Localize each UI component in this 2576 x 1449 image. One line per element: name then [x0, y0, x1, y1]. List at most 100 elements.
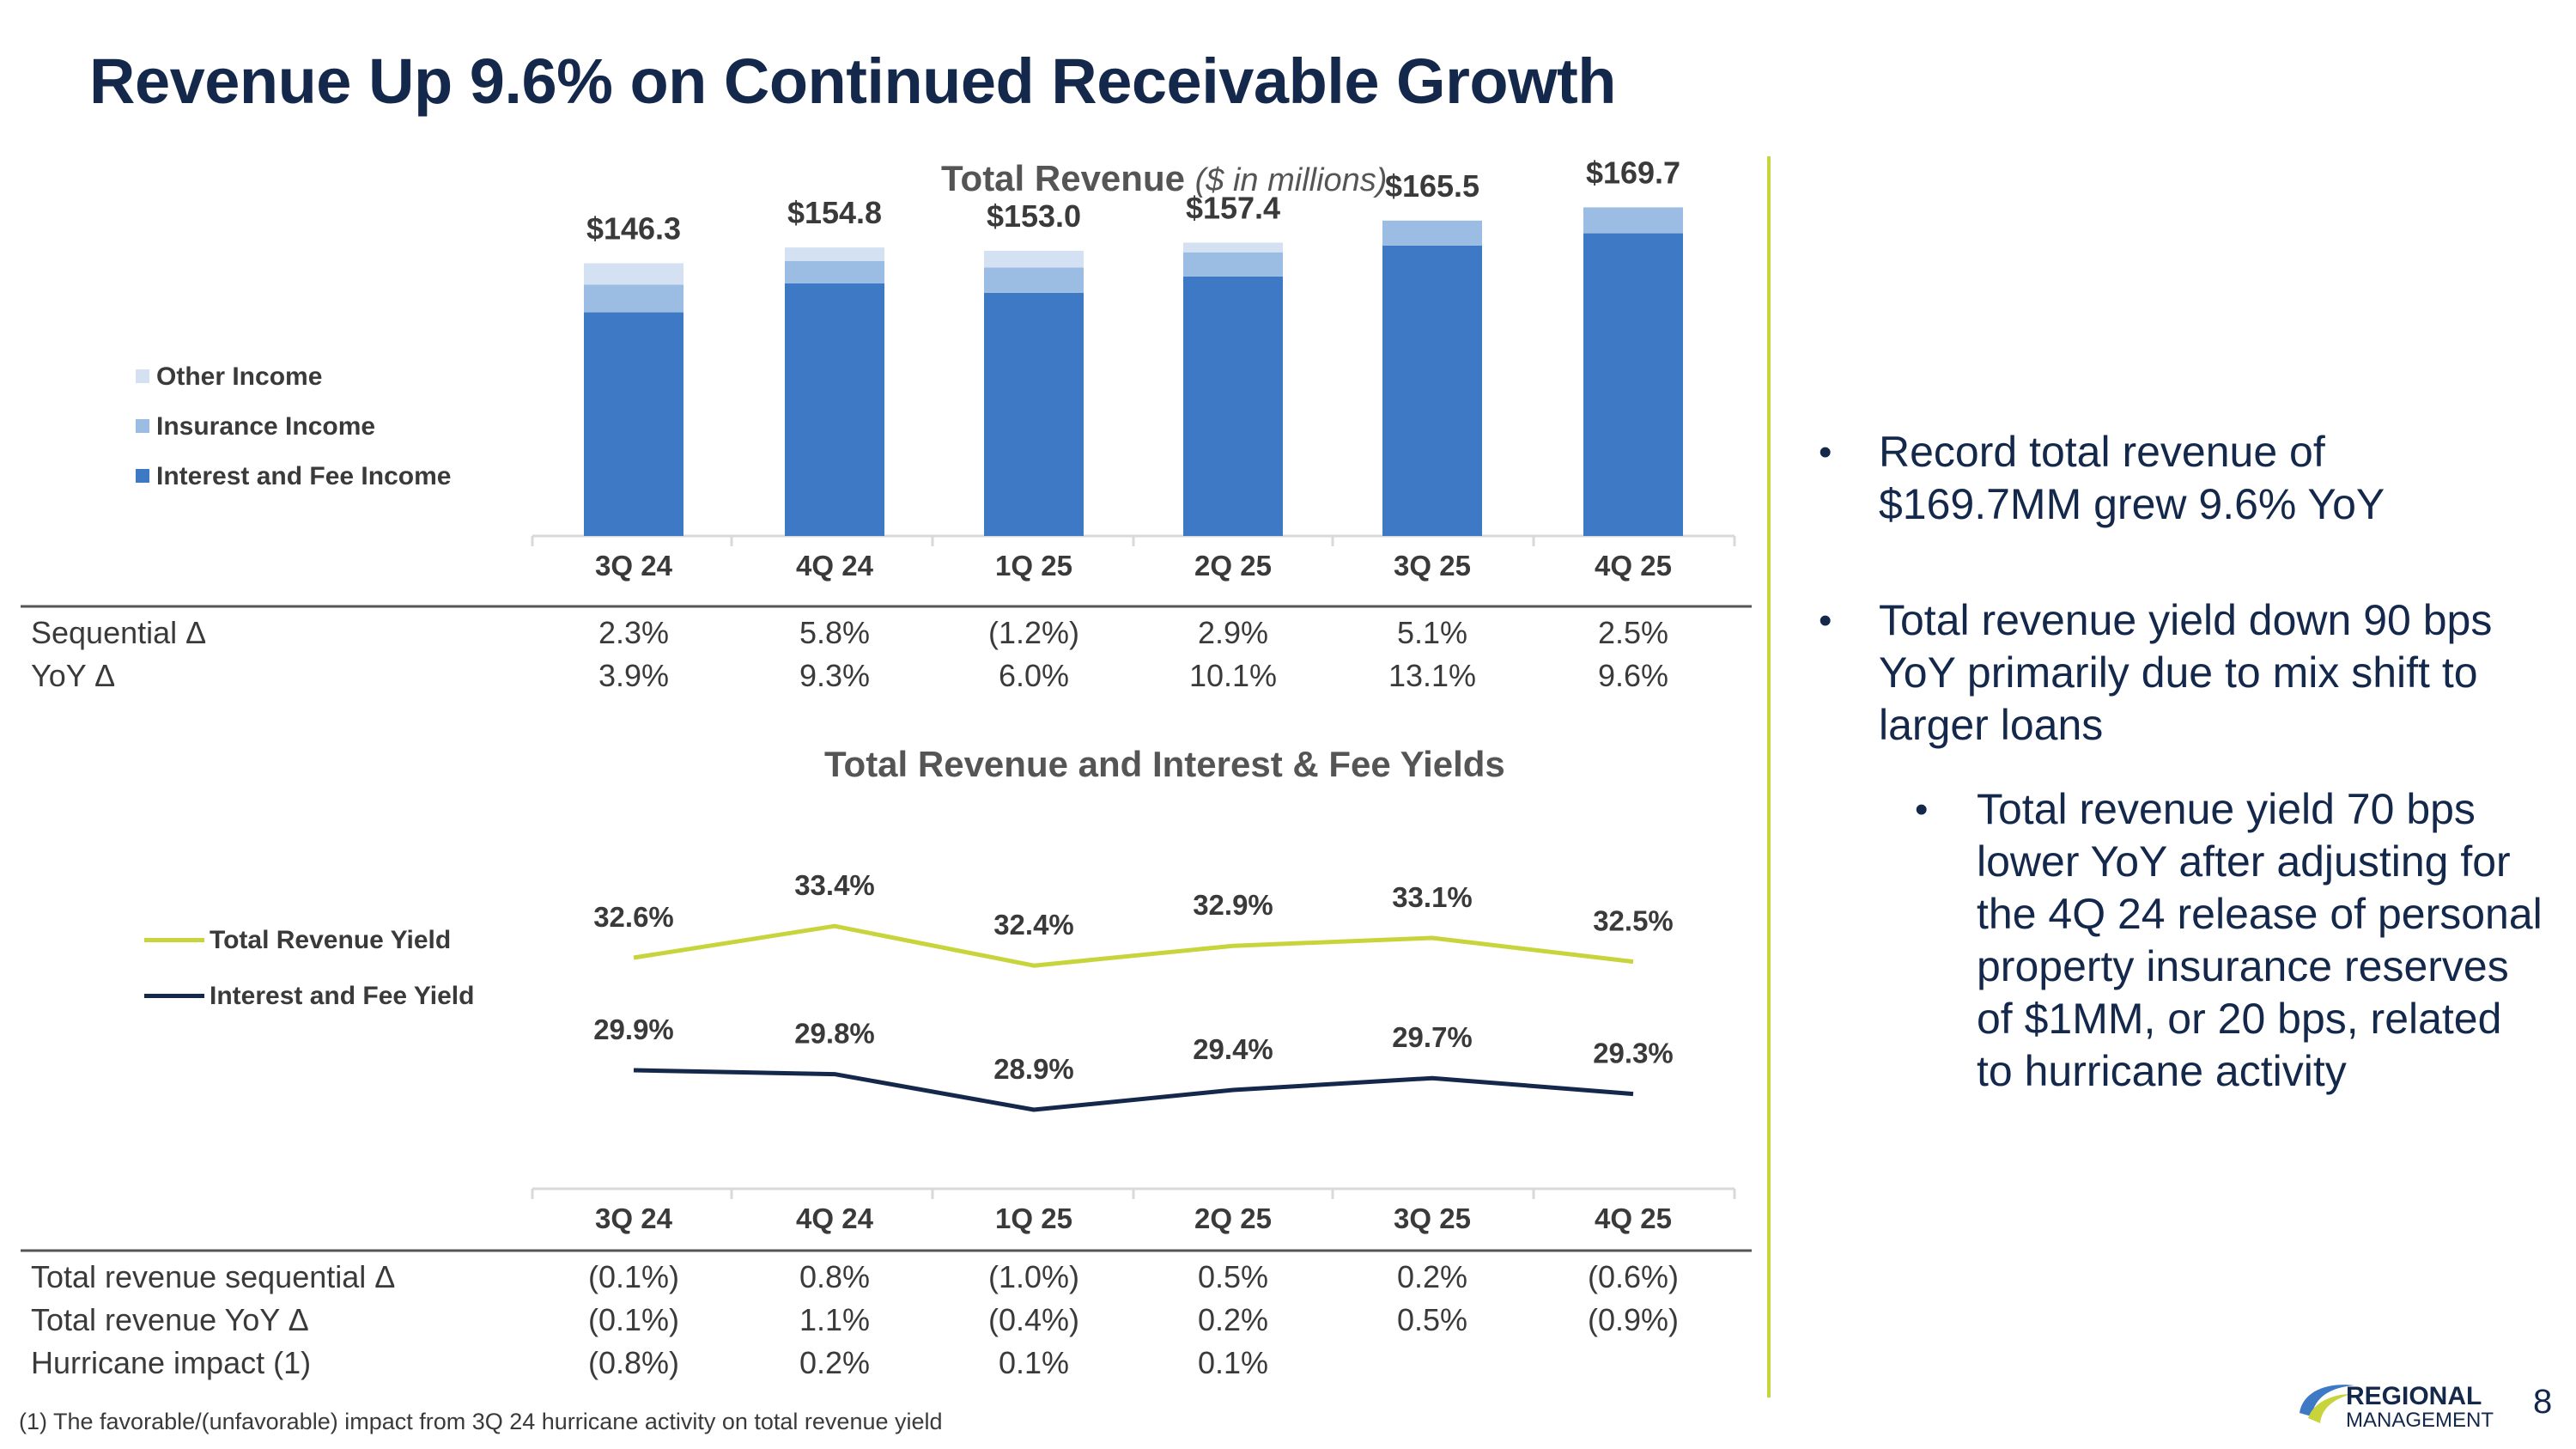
total-yield-label: 33.4%: [794, 869, 875, 901]
legend-insurance-income: Insurance Income: [136, 412, 375, 441]
bar-segment-interest: [1583, 233, 1683, 536]
sub-bullet-text: Total revenue yield 70 bps lower YoY aft…: [1977, 785, 2543, 1095]
revenue-chart-category-label: 4Q 25: [1595, 550, 1672, 581]
legend-swatch-interest: [136, 469, 149, 484]
logo-line2: MANAGEMENT: [2346, 1409, 2494, 1430]
footnote: (1) The favorable/(unfavorable) impact f…: [19, 1409, 943, 1434]
bar-total-label: $154.8: [787, 195, 882, 230]
legend-label-interest: Interest and Fee Income: [156, 462, 452, 490]
yield-chart-category-label: 3Q 24: [595, 1202, 673, 1234]
table1-cell: (1.2%): [987, 615, 1080, 650]
bullet-dot: •: [1819, 431, 1832, 473]
bar-segment-insurance: [584, 284, 683, 313]
sub-bullet-item: • Total revenue yield 70 bps lower YoY a…: [1915, 783, 2543, 1098]
interest-yield-label: 29.3%: [1593, 1038, 1674, 1069]
table1-row-label: YoY Δ: [31, 658, 116, 693]
legend-interest-income: Interest and Fee Income: [136, 462, 451, 491]
table1-cell: 13.1%: [1388, 658, 1477, 693]
interest-yield-label: 29.4%: [1193, 1033, 1273, 1065]
table1-row-label: Sequential Δ: [31, 615, 207, 650]
revenue-chart-subtitle: ($ in millions): [1194, 162, 1388, 198]
table1-cell: 2.9%: [1197, 615, 1269, 650]
bar-total-label: $153.0: [987, 198, 1081, 234]
table2-cell: (0.8%): [587, 1345, 680, 1380]
bar-segment-insurance: [1382, 220, 1482, 246]
legend-swatch-other: [136, 369, 149, 384]
table2-cell: 0.5%: [1197, 1259, 1269, 1294]
revenue-chart-category-label: 3Q 25: [1394, 550, 1471, 581]
yield-chart-category-label: 1Q 25: [995, 1202, 1072, 1234]
yield-chart-category-label: 4Q 24: [796, 1202, 874, 1234]
legend-label-interest-yield: Interest and Fee Yield: [210, 982, 475, 1010]
legend-interest-fee-yield: Interest and Fee Yield: [144, 982, 474, 1011]
revenue-chart-title: Total Revenue ($ in millions): [941, 158, 1387, 199]
logo-line1: REGIONAL: [2346, 1382, 2482, 1410]
revenue-chart-category-label: 4Q 24: [796, 550, 874, 581]
legend-line-total-yield: [144, 937, 204, 942]
bullet-text: Total revenue yield down 90 bps YoY prim…: [1879, 596, 2493, 749]
table2-cell: (0.6%): [1587, 1259, 1680, 1294]
table1-cell: 2.3%: [598, 615, 670, 650]
bar-segment-insurance: [984, 267, 1084, 293]
bar-segment-other: [785, 247, 884, 261]
table1-cell: 5.8%: [799, 615, 871, 650]
table2-row-label: Total revenue YoY Δ: [31, 1302, 309, 1337]
revenue-chart-category-label: 2Q 25: [1194, 550, 1272, 581]
vertical-divider: [1767, 156, 1771, 1397]
revenue-chart-category-label: 3Q 24: [595, 550, 673, 581]
bar-total-label: $157.4: [1186, 190, 1280, 225]
table2-cell: 0.1%: [998, 1345, 1070, 1380]
legend-label-total-yield: Total Revenue Yield: [210, 926, 452, 954]
interest-yield-label: 29.8%: [794, 1018, 875, 1050]
table1-cell: 3.9%: [598, 658, 670, 693]
legend-label-other: Other Income: [156, 362, 323, 391]
table1-cell: 9.6%: [1597, 658, 1669, 693]
logo-swoosh-icon: [2300, 1385, 2354, 1416]
legend-swatch-insurance: [136, 419, 149, 434]
table2-cell: (0.4%): [987, 1302, 1080, 1337]
interest-yield-label: 28.9%: [993, 1053, 1074, 1085]
table2-row-label: Hurricane impact (1): [31, 1345, 312, 1380]
bullet-item: • Record total revenue of $169.7MM grew …: [1819, 426, 2497, 531]
table1-cell: 10.1%: [1188, 658, 1278, 693]
revenue-chart-category-label: 1Q 25: [995, 550, 1072, 581]
bar-total-label: $165.5: [1385, 168, 1479, 204]
yield-chart-category-label: 4Q 25: [1595, 1202, 1672, 1234]
interest-yield-label: 29.9%: [593, 1014, 674, 1045]
legend-line-interest-yield: [144, 993, 204, 998]
yield-chart-category-label: 3Q 25: [1394, 1202, 1471, 1234]
table2-cell: 0.1%: [1197, 1345, 1269, 1380]
legend-label-insurance: Insurance Income: [156, 412, 376, 441]
bar-segment-other: [984, 250, 1084, 268]
table2-cell: 0.8%: [799, 1259, 871, 1294]
bar-total-label: $146.3: [586, 211, 681, 247]
bar-segment-interest: [1382, 245, 1482, 536]
page-number: 8: [2533, 1383, 2553, 1421]
table1-cell: 9.3%: [799, 658, 871, 693]
bar-segment-interest: [1183, 276, 1283, 536]
regional-management-logo: REGIONAL MANAGEMENT: [2300, 1382, 2494, 1430]
bar-segment-insurance: [1583, 207, 1683, 234]
table1-cell: 6.0%: [998, 658, 1070, 693]
table2-cell: 0.2%: [799, 1345, 871, 1380]
table2-cell: (0.1%): [587, 1302, 680, 1337]
bar-segment-other: [584, 263, 683, 285]
legend-other-income: Other Income: [136, 362, 322, 392]
yield-chart-category-label: 2Q 25: [1194, 1202, 1272, 1234]
table2-cell: (1.0%): [987, 1259, 1080, 1294]
total-revenue-yield-line: [633, 923, 1634, 968]
total-yield-label: 32.5%: [1593, 905, 1674, 937]
logo-swoosh-accent-icon: [2308, 1394, 2351, 1423]
interest-yield-label: 29.7%: [1392, 1021, 1473, 1053]
bullet-dot: •: [1819, 600, 1832, 642]
bar-segment-interest: [584, 312, 683, 536]
bar-segment-interest: [984, 292, 1084, 536]
revenue-chart-title-text: Total Revenue: [941, 158, 1185, 198]
table1-cell: 5.1%: [1396, 615, 1468, 650]
total-yield-label: 32.6%: [593, 901, 674, 933]
bullet-text: Record total revenue of $169.7MM grew 9.…: [1879, 428, 2385, 528]
table2-cell: 0.2%: [1197, 1302, 1269, 1337]
legend-total-revenue-yield: Total Revenue Yield: [144, 926, 451, 955]
bar-segment-interest: [785, 283, 884, 536]
table2-cell: 0.2%: [1396, 1259, 1468, 1294]
